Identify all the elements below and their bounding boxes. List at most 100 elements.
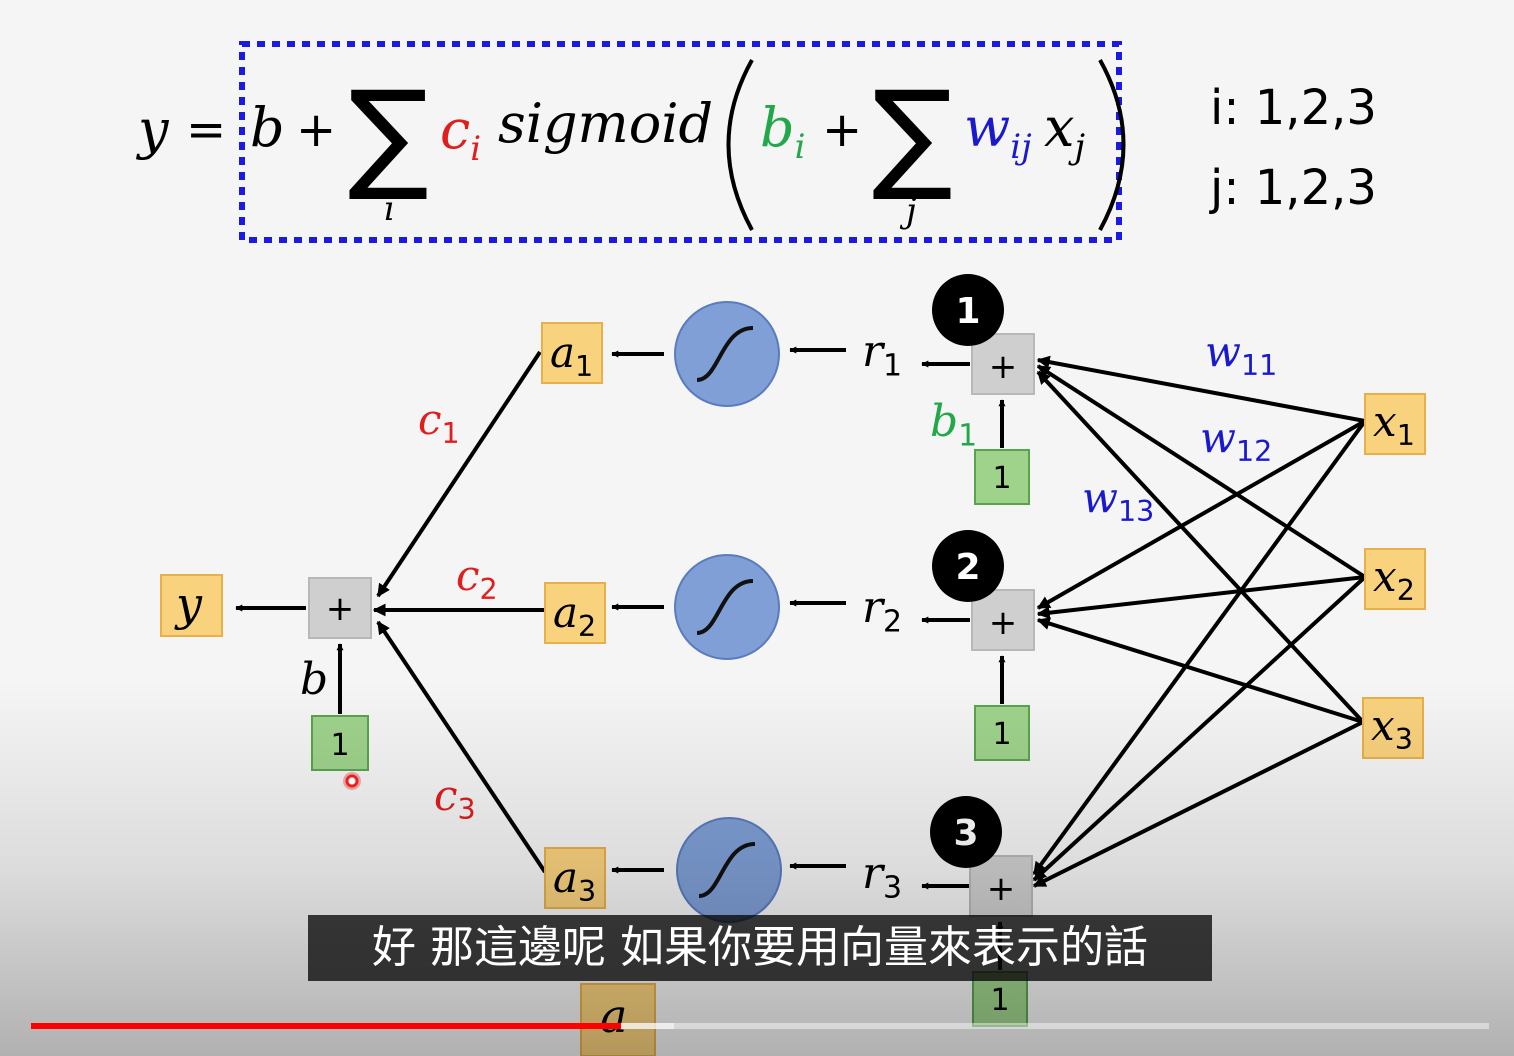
progress-bar[interactable] bbox=[31, 1023, 1489, 1029]
a2-box bbox=[544, 582, 606, 644]
output-sum-plus-symbol: + bbox=[326, 589, 355, 629]
c1-label-subscript: 1 bbox=[442, 416, 460, 450]
output-y-label: y bbox=[174, 577, 203, 631]
node-number-1: 1 bbox=[955, 291, 980, 332]
sigmoid-node-2 bbox=[674, 554, 780, 660]
sum-symbol-j: ∑ bbox=[872, 66, 953, 205]
c3-label: c3 bbox=[434, 771, 476, 826]
r1-label: r1 bbox=[862, 326, 902, 384]
formula-w-subscript: ij bbox=[1010, 127, 1032, 167]
edge-a3-to-output-sum bbox=[376, 620, 547, 874]
a2-label: a2 bbox=[553, 588, 596, 643]
sum-node-3 bbox=[969, 855, 1033, 917]
node-number-2: 2 bbox=[955, 547, 980, 588]
weight-edge-x2-to-node2 bbox=[1036, 575, 1366, 620]
subtitle-caption: 好 那這邊呢 如果你要用向量來表示的話 bbox=[308, 915, 1212, 981]
c2-label-base: c bbox=[456, 551, 480, 600]
svg-text:y: y bbox=[136, 98, 170, 161]
svg-text:j: 1,2,3: j: 1,2,3 bbox=[1209, 160, 1377, 216]
x1-label: x1 bbox=[1373, 397, 1415, 452]
svg-text:wij: wij bbox=[964, 96, 1032, 167]
r2-label-base: r bbox=[862, 582, 886, 633]
sum-symbol-i: ∑ bbox=[348, 66, 429, 205]
x3-input-box bbox=[1362, 697, 1424, 759]
sigmoid-node-3 bbox=[676, 817, 782, 923]
formula-x: x bbox=[1044, 96, 1074, 159]
x2-label-subscript: 2 bbox=[1397, 573, 1415, 607]
c2-label: c2 bbox=[456, 551, 498, 606]
node-number-badge-3 bbox=[930, 796, 1002, 868]
node-number-3: 3 bbox=[953, 813, 978, 854]
svg-text:=: = bbox=[186, 102, 226, 158]
formula-b: b bbox=[250, 96, 285, 159]
formula-equals: = bbox=[186, 102, 226, 158]
formula-y: y bbox=[136, 98, 170, 161]
c3-label-subscript: 3 bbox=[458, 792, 476, 826]
weight-edge-x3-to-node2 bbox=[1036, 617, 1364, 724]
b1-label: b1 bbox=[930, 396, 977, 454]
a3-box bbox=[544, 847, 606, 909]
x3-label-subscript: 3 bbox=[1395, 722, 1413, 756]
formula-b-inner-subscript: i bbox=[795, 127, 806, 167]
w13-label-subscript: 13 bbox=[1118, 494, 1154, 528]
formula: y = b + ∑ i ci sigmoid bi + ∑ j wij xj i… bbox=[136, 41, 1377, 243]
w13-label: w13 bbox=[1082, 473, 1154, 528]
pointer-indicator bbox=[343, 772, 361, 790]
a3-label-base: a bbox=[553, 853, 578, 902]
svg-text:b: b bbox=[250, 96, 285, 159]
a3-label: a3 bbox=[553, 853, 596, 908]
weight-edge-x2-to-node3 bbox=[1032, 575, 1367, 882]
svg-text:sigmoid: sigmoid bbox=[498, 92, 713, 155]
x1-label-subscript: 1 bbox=[1397, 418, 1415, 452]
w12-label-base: w bbox=[1200, 413, 1236, 462]
svg-text:ci: ci bbox=[440, 98, 481, 169]
w11-label-base: w bbox=[1205, 327, 1241, 376]
a1-label-subscript: 1 bbox=[575, 349, 593, 383]
big-left-paren bbox=[726, 59, 754, 231]
formula-c: c bbox=[440, 98, 470, 161]
output-y-label-base: y bbox=[174, 577, 203, 631]
r3-label-subscript: 3 bbox=[883, 871, 902, 906]
formula-c-subscript: i bbox=[470, 129, 481, 169]
range-i: i: 1,2,3 bbox=[1210, 80, 1377, 136]
sigmoid-curve-icon-2 bbox=[696, 579, 754, 635]
output-bias-input-value: 1 bbox=[330, 728, 349, 763]
sigmoid-curve-icon-3 bbox=[698, 842, 756, 898]
bias-input-value-1: 1 bbox=[992, 461, 1011, 496]
x2-input-box bbox=[1364, 548, 1426, 610]
sum-node-2-plus-symbol: + bbox=[989, 603, 1018, 643]
output-bias-input-box bbox=[311, 715, 369, 771]
bias-input-box-1 bbox=[974, 449, 1030, 505]
sum-node-1-plus-symbol: + bbox=[989, 347, 1018, 387]
r3-label: r3 bbox=[862, 848, 902, 906]
x3-label-base: x bbox=[1371, 701, 1395, 750]
big-right-paren bbox=[1098, 59, 1126, 231]
bias-input-box-3 bbox=[972, 971, 1028, 1027]
bias-input-value-2: 1 bbox=[992, 717, 1011, 752]
svg-text:i: 1,2,3: i: 1,2,3 bbox=[1210, 80, 1377, 136]
w11-label: w11 bbox=[1205, 327, 1277, 382]
edge-a1-to-output-sum bbox=[376, 350, 542, 598]
weight-edge-x3-to-node1 bbox=[1036, 370, 1365, 724]
w13-label-base: w bbox=[1082, 473, 1118, 522]
formula-plus-1: + bbox=[296, 102, 336, 158]
x2-label: x2 bbox=[1373, 552, 1415, 607]
w12-label-subscript: 12 bbox=[1236, 434, 1272, 468]
node-number-badge-2 bbox=[932, 530, 1004, 602]
formula-w: w bbox=[964, 96, 1010, 159]
partial-output-box bbox=[580, 983, 656, 1056]
x1-input-box bbox=[1364, 393, 1426, 455]
r2-label-subscript: 2 bbox=[883, 605, 902, 640]
svg-text:xj: xj bbox=[1044, 96, 1085, 167]
output-y-box bbox=[160, 574, 223, 637]
progress-played bbox=[31, 1023, 622, 1029]
c1-label-base: c bbox=[418, 395, 442, 444]
weight-edge-x1-to-node2 bbox=[1036, 419, 1366, 610]
sum-node-3-plus-symbol: + bbox=[987, 869, 1016, 909]
sum-node-2 bbox=[971, 589, 1035, 651]
a3-label-subscript: 3 bbox=[578, 874, 596, 908]
weight-edge-x1-to-node3 bbox=[1032, 419, 1367, 876]
